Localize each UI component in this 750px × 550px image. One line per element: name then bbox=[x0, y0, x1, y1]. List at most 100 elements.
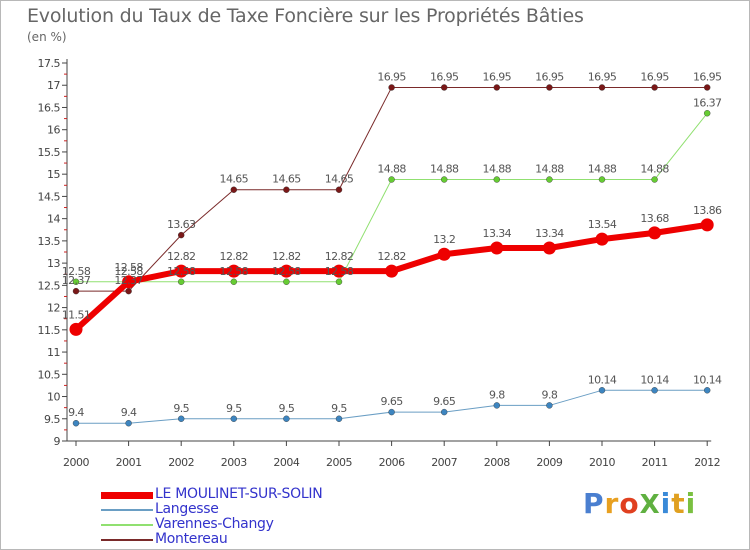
data-label: 12.58 bbox=[114, 265, 143, 278]
y-tick-label: 16 bbox=[47, 124, 60, 137]
data-label: 12.82 bbox=[325, 250, 354, 263]
x-tick-label: 2006 bbox=[379, 456, 405, 469]
y-tick-label: 12.5 bbox=[38, 279, 61, 292]
y-tick-label: 11.5 bbox=[38, 324, 61, 337]
data-label: 12.37 bbox=[114, 274, 143, 287]
data-label: 9.4 bbox=[68, 406, 84, 419]
chart-data-labels: 12.37 12.37 13.63 14.65 14.65 14.65 16.95 16.95… bbox=[62, 70, 723, 419]
data-point bbox=[493, 176, 500, 183]
data-label: 13.34 bbox=[535, 227, 564, 240]
data-point bbox=[437, 247, 451, 261]
data-point bbox=[700, 218, 714, 232]
x-tick-label: 2004 bbox=[273, 456, 299, 469]
x-tick-label: 2010 bbox=[589, 456, 615, 469]
y-tick-label: 17.5 bbox=[38, 57, 61, 70]
data-point bbox=[283, 278, 290, 285]
data-label: 12.58 bbox=[62, 265, 91, 278]
data-point bbox=[283, 415, 290, 422]
x-tick-label: 2012 bbox=[694, 456, 720, 469]
data-label: 9.5 bbox=[173, 402, 189, 415]
x-tick-label: 2008 bbox=[484, 456, 510, 469]
y-tick-label: 13.5 bbox=[38, 235, 61, 248]
data-point bbox=[493, 402, 500, 409]
data-label: 12.58 bbox=[220, 265, 249, 278]
data-point bbox=[648, 226, 662, 240]
data-label: 13.86 bbox=[693, 204, 722, 217]
data-point bbox=[335, 278, 343, 285]
legend-label: Varennes-Changy bbox=[155, 516, 274, 532]
data-label: 14.65 bbox=[220, 173, 249, 186]
data-point bbox=[651, 84, 658, 91]
x-tick-label: 2005 bbox=[326, 456, 352, 469]
data-point bbox=[493, 84, 500, 91]
x-tick-label: 2001 bbox=[116, 456, 142, 469]
legend-swatch bbox=[101, 509, 153, 511]
data-label: 14.65 bbox=[325, 173, 354, 186]
chart-title: Evolution du Taux de Taxe Foncière sur l… bbox=[27, 5, 584, 27]
y-tick-label: 15 bbox=[47, 168, 60, 181]
data-label: 14.88 bbox=[377, 163, 406, 176]
data-point bbox=[283, 186, 290, 193]
data-point bbox=[546, 84, 553, 91]
data-point bbox=[595, 232, 609, 246]
legend-label: Langesse bbox=[155, 501, 219, 517]
data-label: 9.5 bbox=[279, 402, 295, 415]
data-point bbox=[230, 415, 238, 422]
legend-swatch bbox=[101, 539, 153, 541]
data-label: 9.5 bbox=[226, 402, 242, 415]
data-label: 16.95 bbox=[377, 70, 406, 83]
legend-label: LE MOULINET-SUR-SOLIN bbox=[155, 486, 323, 502]
legend-swatch bbox=[101, 524, 153, 526]
data-point bbox=[279, 264, 293, 278]
chart-series bbox=[69, 84, 714, 427]
y-tick-label: 16.5 bbox=[38, 101, 61, 114]
data-point bbox=[177, 278, 185, 285]
data-label: 9.8 bbox=[542, 388, 558, 401]
data-label: 14.88 bbox=[430, 163, 459, 176]
data-label: 16.95 bbox=[640, 70, 669, 83]
data-label: 13.68 bbox=[640, 212, 669, 225]
data-point bbox=[598, 176, 606, 183]
data-point bbox=[441, 408, 448, 416]
data-label: 9.5 bbox=[331, 402, 347, 415]
data-point bbox=[388, 84, 395, 91]
data-point bbox=[335, 186, 343, 193]
data-label: 16.95 bbox=[483, 70, 512, 83]
data-label: 12.82 bbox=[167, 250, 196, 263]
legend-label: Montereau bbox=[155, 531, 228, 547]
y-tick-label: 9 bbox=[54, 435, 61, 448]
data-label: 12.82 bbox=[377, 250, 406, 263]
data-point bbox=[122, 275, 136, 289]
proxiti-logo: ProXiti bbox=[583, 487, 697, 520]
data-point bbox=[441, 84, 448, 91]
data-label: 11.51 bbox=[62, 308, 91, 321]
data-point bbox=[72, 287, 80, 295]
data-label: 14.65 bbox=[272, 173, 301, 186]
data-label: 14.88 bbox=[640, 163, 669, 176]
y-tick-label: 11 bbox=[47, 346, 60, 359]
data-point bbox=[490, 241, 504, 255]
x-tick-label: 2003 bbox=[221, 456, 247, 469]
data-point bbox=[69, 322, 83, 336]
data-label: 14.88 bbox=[588, 163, 617, 176]
data-label: 16.95 bbox=[693, 70, 722, 83]
data-point bbox=[174, 264, 188, 278]
data-point bbox=[651, 176, 658, 183]
data-label: 13.63 bbox=[167, 218, 196, 231]
data-label: 16.95 bbox=[535, 70, 564, 83]
data-point bbox=[704, 110, 711, 117]
data-label: 12.82 bbox=[220, 250, 249, 263]
x-tick-label: 2009 bbox=[536, 456, 562, 469]
data-point bbox=[546, 176, 553, 183]
data-point bbox=[704, 84, 711, 91]
data-point bbox=[542, 241, 556, 255]
y-tick-label: 14 bbox=[47, 213, 60, 226]
y-axis-unit-label: (en %) bbox=[27, 30, 67, 44]
data-label: 14.88 bbox=[483, 163, 512, 176]
legend-swatch bbox=[101, 491, 153, 499]
data-point bbox=[441, 176, 448, 183]
data-label: 12.58 bbox=[114, 261, 143, 274]
data-label: 10.14 bbox=[693, 373, 722, 386]
data-point bbox=[335, 415, 343, 422]
